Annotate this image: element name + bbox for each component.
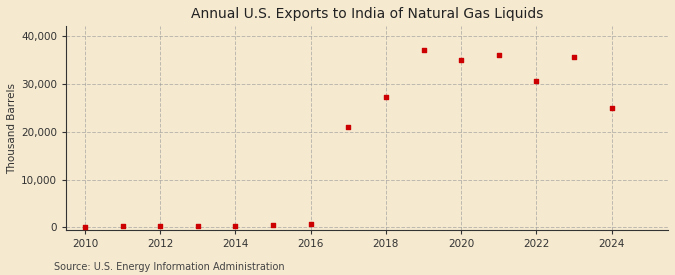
Point (117, 224, 128, 229)
Point (230, 224, 241, 229)
Point (268, 223, 279, 228)
Point (606, 106, 617, 110)
Point (305, 222, 316, 226)
Point (493, 53, 504, 57)
Point (343, 125, 354, 129)
Title: Annual U.S. Exports to India of Natural Gas Liquids: Annual U.S. Exports to India of Natural … (191, 7, 543, 21)
Point (418, 48, 429, 53)
Point (381, 95, 392, 99)
Point (568, 55, 579, 60)
Text: Source: U.S. Energy Information Administration: Source: U.S. Energy Information Administ… (54, 262, 285, 272)
Point (192, 224, 203, 228)
Point (80, 225, 90, 230)
Point (456, 57, 466, 62)
Point (531, 79, 542, 84)
Point (155, 224, 165, 229)
Y-axis label: Thousand Barrels: Thousand Barrels (7, 82, 17, 174)
